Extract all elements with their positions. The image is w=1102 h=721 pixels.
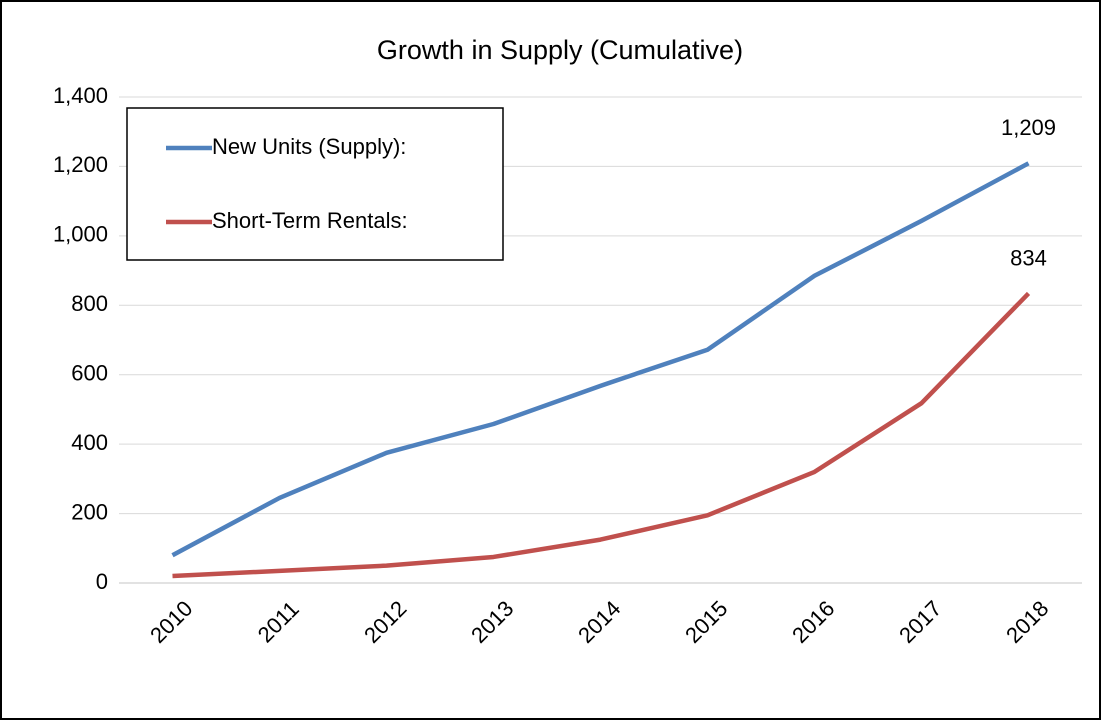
legend: New Units (Supply): Short-Term Rentals: [126,107,504,261]
y-tick-label: 800 [71,291,108,316]
legend-label: New Units (Supply): [212,134,406,159]
legend-box [126,107,504,261]
y-tick-label: 1,000 [53,222,108,247]
y-tick-label: 1,200 [53,152,108,177]
y-tick-label: 200 [71,499,108,524]
data-label: 834 [1010,245,1047,270]
data-label: 1,209 [1001,115,1056,140]
legend-label: Short-Term Rentals: [212,208,408,233]
y-tick-label: 600 [71,361,108,386]
y-tick-label: 400 [71,430,108,455]
y-tick-label: 1,400 [53,83,108,108]
series-line [171,161,1030,558]
chart-title: Growth in Supply (Cumulative) [377,35,743,65]
series-line [172,291,1031,579]
y-tick-label: 0 [96,569,108,594]
